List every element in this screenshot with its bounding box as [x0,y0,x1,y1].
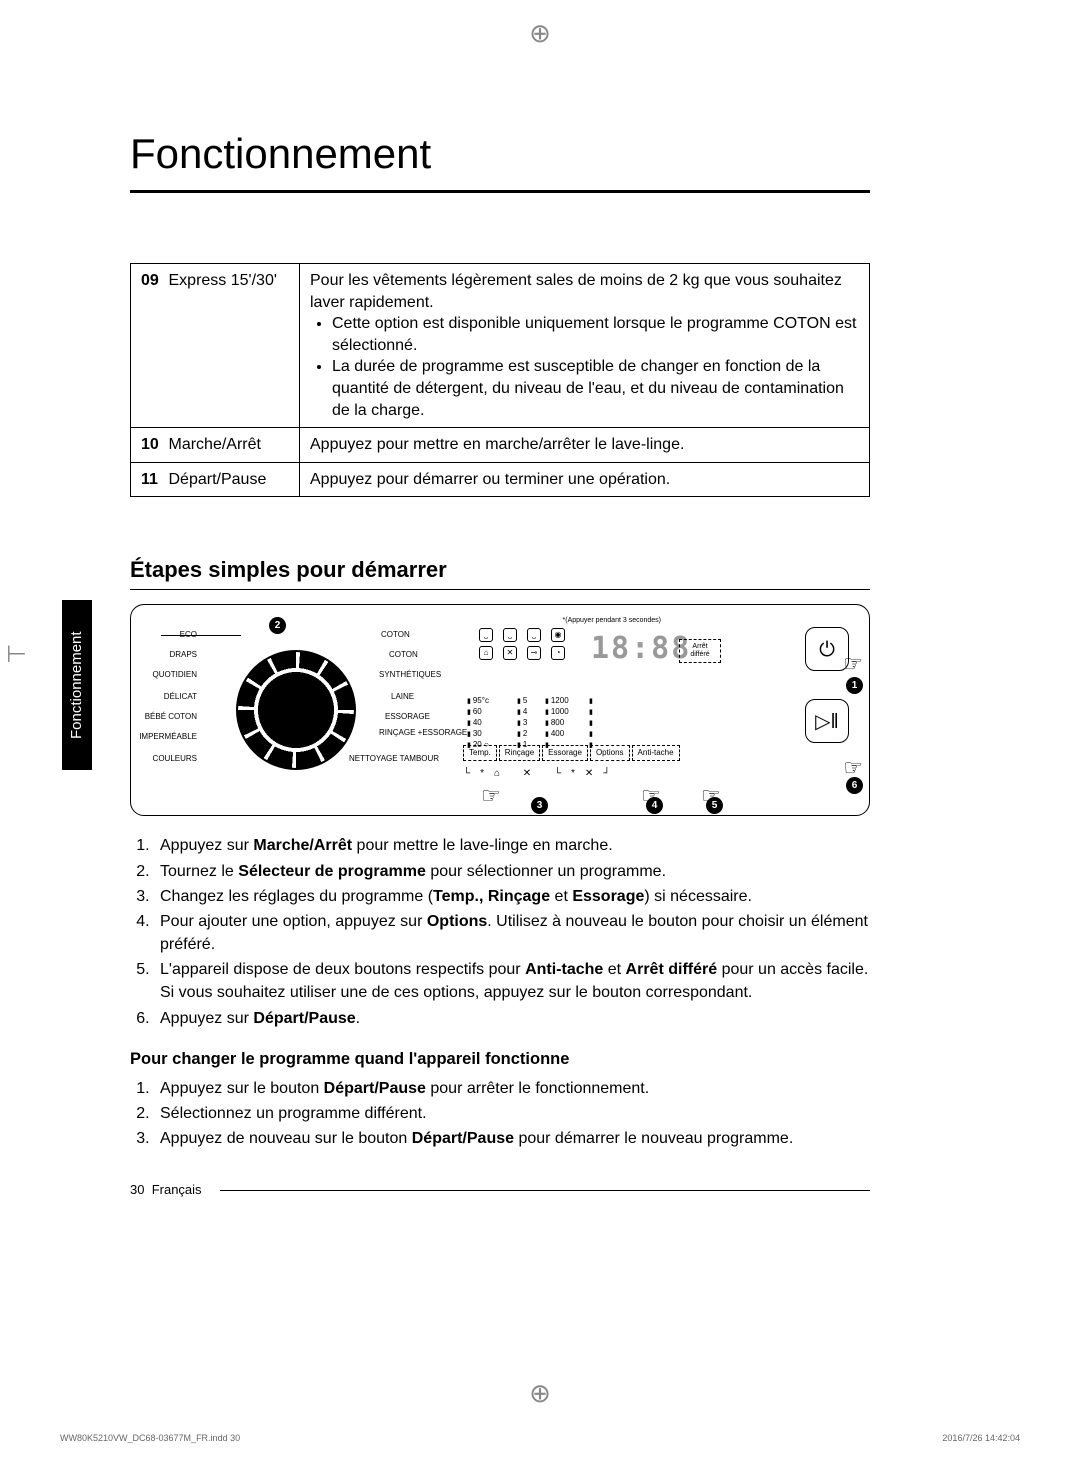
dial-label: IMPERMÉABLE [137,733,197,741]
temp-value: 40 [467,718,517,727]
dial-label: QUOTIDIEN [137,671,197,679]
step: Changez les réglages du programme (Temp.… [154,885,870,908]
sub-steps: Appuyez sur le bouton Départ/Pause pour … [130,1077,870,1151]
rinse-button: Rinçage [499,745,540,761]
features-table: 09 Express 15'/30' Pour les vêtements lé… [130,263,870,497]
crop-mark-top: ⊕ [529,18,551,49]
print-date: 2016/7/26 14:42:04 [942,1433,1020,1443]
step: Appuyez sur le bouton Départ/Pause pour … [154,1077,870,1100]
row-label: Marche/Arrêt [165,428,300,463]
delay-start-box: Arrêt différé [679,639,721,662]
step: Sélectionnez un programme différent. [154,1102,870,1125]
dial-label: RINÇAGE +ESSORAGE [379,729,467,737]
timer-icon: ◔ [551,646,565,660]
opt-icon [589,707,617,716]
table-row: 10 Marche/Arrêt Appuyez pour mettre en m… [131,428,870,463]
dial-label: DÉLICAT [137,693,197,701]
temp-value: 30 [467,729,517,738]
main-steps: Appuyez sur Marche/Arrêt pour mettre le … [130,834,870,1030]
temp-value: 95°c [467,696,517,705]
hold-note: *(Appuyer pendant 3 secondes) [461,617,661,624]
opt-icon [589,718,617,727]
row-desc: Pour les vêtements légèrement sales de m… [300,264,870,428]
callout-4: 4 [646,797,663,814]
spin-value: 400 [545,729,589,738]
spin-value: 800 [545,718,589,727]
section-heading: Étapes simples pour démarrer [130,557,870,590]
step: Tournez le Sélecteur de programme pour s… [154,860,870,883]
table-row: 11 Départ/Pause Appuyez pour démarrer ou… [131,462,870,497]
stain-button: Anti-tache [632,745,680,761]
row-desc: Appuyez pour mettre en marche/arrêter le… [300,428,870,463]
row-label: Départ/Pause [165,462,300,497]
mute-icon: ✕ [503,646,517,660]
step: Appuyez de nouveau sur le bouton Départ/… [154,1127,870,1150]
dial-label: ESSORAGE [385,713,430,721]
callout-6: 6 [846,777,863,794]
step: Appuyez sur Marche/Arrêt pour mettre le … [154,834,870,857]
tub-icon: ⎵ [503,628,517,642]
lock-icons-row: └*⌂ ✕ └*✕┘ [463,768,620,779]
page-number: 30 [130,1182,144,1197]
tub-icon: ⎵ [479,628,493,642]
row-num: 09 [131,264,165,428]
callout-3: 3 [531,797,548,814]
dial-label: LAINE [391,693,414,701]
temp-value: 60 [467,707,517,716]
dial-label: BÉBÉ COTON [137,713,197,721]
opt-icon [589,696,617,705]
dial-label: COTON [381,631,410,639]
desc-text: Pour les vêtements légèrement sales de m… [310,272,842,311]
step: Pour ajouter une option, appuyez sur Opt… [154,910,870,956]
callout-5: 5 [706,797,723,814]
dial-label: COULEURS [137,755,197,763]
table-row: 09 Express 15'/30' Pour les vêtements lé… [131,264,870,428]
rinse-value: 3 [517,718,545,727]
bullet: Cette option est disponible uniquement l… [332,313,859,356]
dial-label: SYNTHÉTIQUES [379,671,441,679]
spin-icon: ◉ [551,628,565,642]
side-tab: Fonctionnement [62,600,92,770]
dial-label: COTON [389,651,418,659]
spin-value: 1200 [545,696,589,705]
step: L'appareil dispose de deux boutons respe… [154,958,870,1004]
step: Appuyez sur Départ/Pause. [154,1007,870,1030]
rinse-value: 2 [517,729,545,738]
rinse-value: 4 [517,707,545,716]
settings-grid: 95°c 5 1200 60 4 1000 40 3 800 30 2 400 … [467,696,721,749]
print-file: WW80K5210VW_DC68-03677M_FR.indd 30 [60,1433,240,1443]
key-icon: ⊸ [527,646,541,660]
bullet: La durée de programme est susceptible de… [332,356,859,421]
footer-lang: Français [152,1182,202,1197]
rinse-value: 5 [517,696,545,705]
time-display: 18:88 [591,631,691,666]
button-row: Temp. Rinçage Essorage Options Anti-tach… [463,745,680,761]
callout-2: 2 [269,617,286,634]
row-desc: Appuyez pour démarrer ou terminer une op… [300,462,870,497]
dial-label: NETTOYAGE TAMBOUR [349,755,439,763]
lock-icon: ⌂ [479,646,493,660]
tub-icon: ⎵ [527,628,541,642]
program-dial [236,650,356,770]
hand-icon: ☞ [843,651,863,677]
row-num: 10 [131,428,165,463]
crop-mark-left: ⊢ [6,640,27,669]
start-pause-button: ▷‖ [805,699,849,743]
row-num: 11 [131,462,165,497]
print-footer: WW80K5210VW_DC68-03677M_FR.indd 30 2016/… [60,1433,1020,1443]
temp-button: Temp. [463,745,497,761]
callout-1: 1 [846,677,863,694]
spin-button: Essorage [542,745,588,761]
control-panel-diagram: 2 ECO DRAPS QUOTIDIEN DÉLICAT BÉBÉ COTON… [130,604,870,816]
hand-icon: ☞ [481,783,501,809]
page-footer: 30 Français [130,1190,870,1191]
options-button: Options [590,745,630,761]
crop-mark-bottom: ⊕ [529,1378,551,1409]
page-title: Fonctionnement [130,130,870,193]
dial-label: DRAPS [137,651,197,659]
sub-heading: Pour changer le programme quand l'appare… [130,1050,870,1069]
opt-icon [589,729,617,738]
spin-value: 1000 [545,707,589,716]
row-label: Express 15'/30' [165,264,300,428]
